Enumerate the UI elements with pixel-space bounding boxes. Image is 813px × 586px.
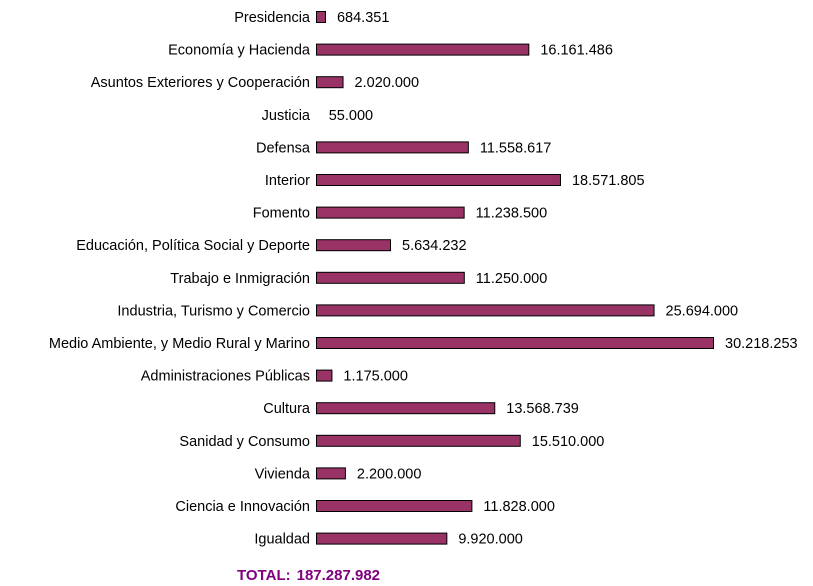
- bar: [316, 402, 496, 415]
- bar: [316, 11, 326, 23]
- category-label: Igualdad: [254, 532, 310, 548]
- bar: [316, 467, 346, 480]
- value-label: 13.568.739: [506, 401, 579, 417]
- bar: [316, 174, 561, 186]
- value-label: 1.175.000: [343, 369, 408, 385]
- value-label: 2.020.000: [355, 75, 420, 91]
- category-label: Economía y Hacienda: [168, 43, 311, 59]
- category-label: Vivienda: [255, 466, 311, 482]
- bar: [316, 337, 714, 349]
- value-label: 11.250.000: [476, 271, 548, 287]
- total-value: 187.287.982: [296, 567, 381, 584]
- category-label: Trabajo e Inmigración: [170, 271, 310, 287]
- category-label: Interior: [265, 173, 310, 189]
- bar: [316, 206, 465, 219]
- category-label: Fomento: [253, 206, 310, 222]
- category-label: Cultura: [263, 401, 311, 417]
- value-label: 11.558.617: [480, 140, 551, 156]
- bar: [316, 239, 392, 252]
- value-label: 25.694.000: [666, 303, 739, 319]
- bar: [316, 76, 344, 89]
- value-label: 11.828.000: [483, 499, 555, 515]
- bar-chart: Presidencia 684.351 Economía y Hacienda 16.…: [49, 10, 798, 548]
- value-label: 55.000: [329, 108, 373, 124]
- bar: [316, 271, 465, 284]
- bar: [316, 434, 521, 447]
- total-summary: TOTAL: 187.287.982: [237, 567, 380, 584]
- category-label: Medio Ambiente, y Medio Rural y Marino: [49, 336, 310, 352]
- bar: [316, 532, 448, 545]
- value-label: 684.351: [337, 10, 389, 26]
- category-label: Asuntos Exteriores y Cooperación: [91, 75, 310, 91]
- value-label: 16.161.486: [540, 43, 613, 59]
- value-label: 11.238.500: [476, 206, 548, 222]
- value-label: 5.634.232: [402, 238, 467, 254]
- category-label: Educación, Política Social y Deporte: [76, 238, 310, 254]
- value-label: 18.571.805: [572, 173, 645, 189]
- bar: [316, 141, 469, 154]
- bar: [316, 369, 333, 382]
- category-label: Administraciones Públicas: [141, 369, 310, 385]
- bar: [316, 304, 655, 317]
- value-label: 15.510.000: [532, 434, 605, 450]
- total-label: TOTAL:: [237, 567, 291, 584]
- category-label: Presidencia: [234, 10, 311, 26]
- category-label: Sanidad y Consumo: [179, 434, 310, 450]
- category-label: Defensa: [256, 140, 311, 156]
- category-label: Justicia: [262, 108, 311, 124]
- value-label: 2.200.000: [357, 466, 422, 482]
- category-label: Ciencia e Innovación: [175, 499, 310, 515]
- category-label: Industria, Turismo y Comercio: [117, 303, 310, 319]
- value-label: 30.218.253: [725, 336, 798, 352]
- bar: [316, 43, 530, 56]
- value-label: 9.920.000: [458, 532, 523, 548]
- bar: [316, 500, 473, 512]
